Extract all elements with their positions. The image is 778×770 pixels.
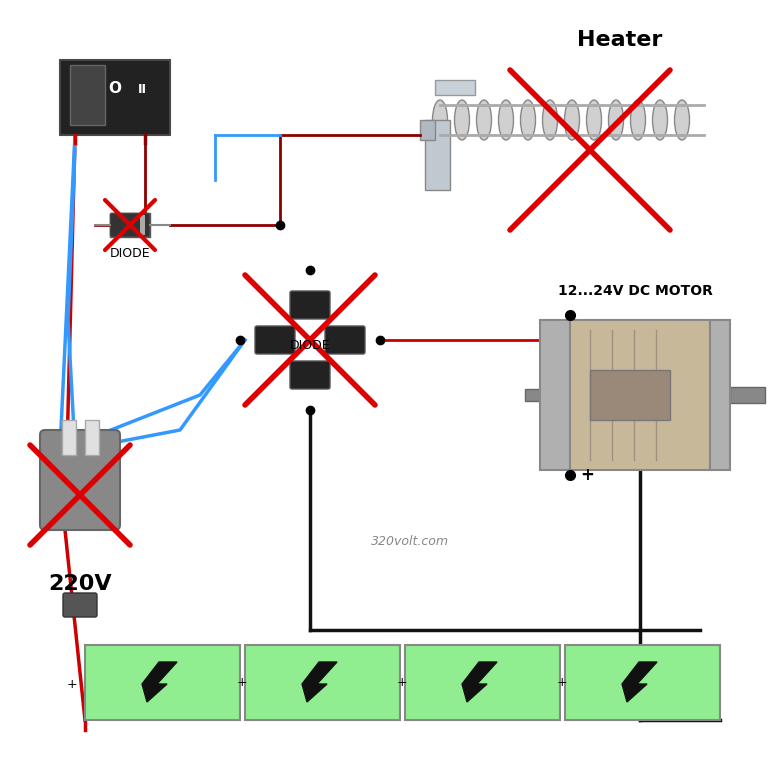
Text: +: + — [557, 675, 567, 688]
Bar — [570, 320, 710, 470]
FancyBboxPatch shape — [110, 213, 150, 237]
Polygon shape — [302, 662, 337, 702]
Bar — [140, 215, 145, 235]
Text: +: + — [580, 466, 594, 484]
FancyBboxPatch shape — [290, 361, 330, 389]
Bar — [435, 80, 475, 95]
FancyBboxPatch shape — [63, 593, 97, 617]
FancyBboxPatch shape — [40, 430, 120, 530]
Bar — [710, 320, 730, 470]
Bar — [110, 213, 150, 237]
Bar — [730, 387, 765, 403]
Ellipse shape — [630, 100, 646, 140]
Text: +: + — [66, 678, 77, 691]
FancyBboxPatch shape — [60, 60, 170, 135]
FancyBboxPatch shape — [290, 291, 330, 319]
Ellipse shape — [565, 100, 580, 140]
Bar — [540, 320, 570, 470]
Text: +: + — [397, 675, 408, 688]
FancyBboxPatch shape — [255, 326, 295, 354]
Bar — [85, 645, 240, 720]
Text: II: II — [138, 82, 146, 95]
Bar — [85, 420, 99, 455]
Polygon shape — [142, 662, 177, 702]
Polygon shape — [622, 662, 657, 702]
Bar — [420, 120, 435, 140]
Bar — [62, 420, 76, 455]
Ellipse shape — [542, 100, 558, 140]
Text: O: O — [108, 81, 121, 95]
Text: DIODE: DIODE — [289, 339, 331, 351]
Bar — [405, 645, 560, 720]
Polygon shape — [462, 662, 497, 702]
Text: I: I — [82, 81, 88, 95]
Bar — [245, 645, 400, 720]
Ellipse shape — [675, 100, 689, 140]
Bar — [425, 120, 450, 190]
Ellipse shape — [499, 100, 513, 140]
Text: 12...24V DC MOTOR: 12...24V DC MOTOR — [558, 284, 713, 298]
Ellipse shape — [476, 100, 492, 140]
Text: 320volt.com: 320volt.com — [371, 535, 449, 548]
Ellipse shape — [608, 100, 623, 140]
Bar — [70, 65, 105, 125]
Ellipse shape — [520, 100, 535, 140]
Bar — [565, 645, 720, 720]
Text: +: + — [237, 675, 247, 688]
Bar — [590, 370, 670, 420]
Ellipse shape — [653, 100, 668, 140]
Text: DIODE: DIODE — [110, 247, 150, 260]
Bar — [60, 60, 170, 135]
Ellipse shape — [454, 100, 469, 140]
Bar — [525, 389, 540, 401]
Text: 220V: 220V — [48, 574, 112, 594]
Text: Heater: Heater — [577, 30, 663, 50]
Ellipse shape — [433, 100, 447, 140]
Ellipse shape — [587, 100, 601, 140]
FancyBboxPatch shape — [325, 326, 365, 354]
